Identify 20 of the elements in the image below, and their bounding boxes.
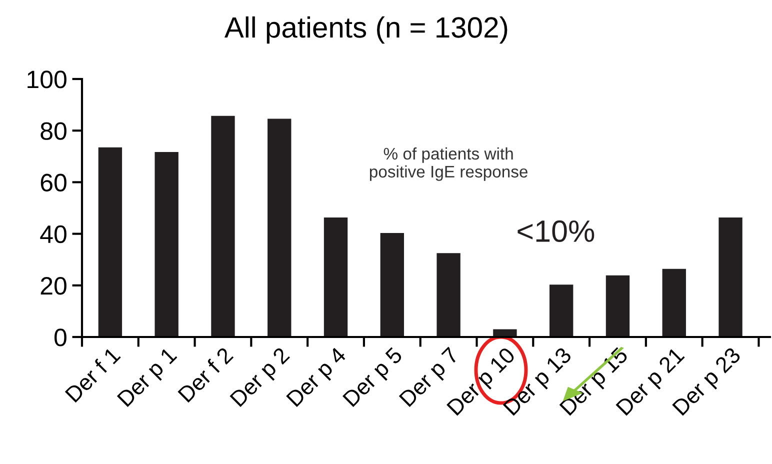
- bar: [268, 118, 292, 337]
- bar: [324, 218, 348, 337]
- y-tick-label: 0: [54, 328, 66, 346]
- bar: [550, 284, 574, 337]
- bar: [718, 218, 742, 337]
- bar: [211, 116, 235, 337]
- bar: [98, 147, 122, 337]
- y-tick-label: 100: [28, 70, 66, 88]
- bar: [662, 268, 686, 337]
- bar: [380, 233, 404, 337]
- y-tick-label: 40: [40, 225, 66, 244]
- chart-title: All patients (n = 1302): [224, 16, 508, 44]
- bar: [436, 253, 460, 337]
- bar: [154, 152, 178, 337]
- y-tick-label: 80: [40, 122, 66, 140]
- annotation: <10%: [518, 220, 594, 242]
- y-tick-label: 60: [40, 174, 66, 192]
- annotation: % of patients with positive IgE response: [370, 147, 528, 181]
- y-tick-label: 20: [40, 277, 66, 295]
- bar: [606, 275, 630, 337]
